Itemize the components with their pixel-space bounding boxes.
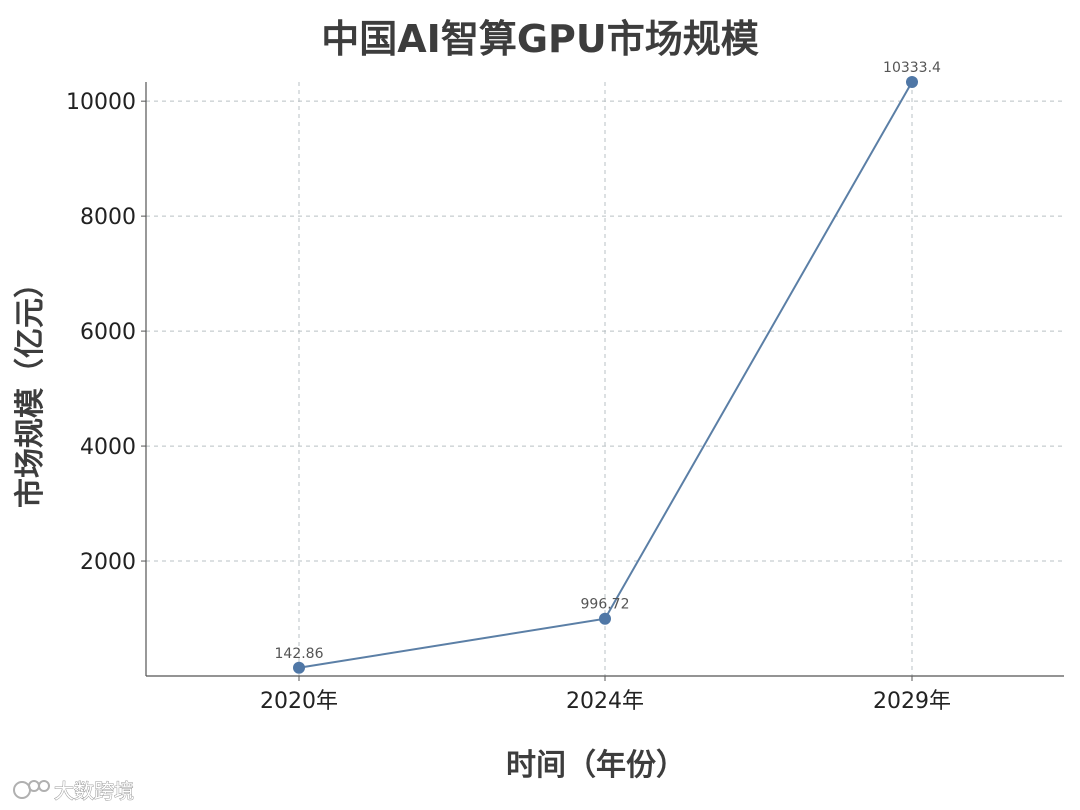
watermark-logo-icon — [13, 780, 50, 799]
data-point — [599, 612, 611, 625]
grid-layer — [146, 82, 1064, 676]
y-tick-label: 10000 — [66, 90, 136, 115]
y-axis-label: 市场规模（亿元） — [13, 268, 48, 508]
x-tick-label: 2029年 — [873, 689, 951, 714]
series-layer — [293, 76, 918, 674]
x-tick-label: 2024年 — [566, 689, 644, 714]
x-axis-label: 时间（年份） — [506, 748, 686, 783]
tick-layer: 2000 4000 6000 8000 10000 2020年 2024年 2029年 — [66, 90, 951, 714]
data-point — [293, 661, 305, 674]
x-tick-label: 2020年 — [260, 689, 338, 714]
y-tick-label: 8000 — [80, 205, 136, 230]
data-label-layer: 142.86 996.72 10333.4 — [275, 60, 942, 662]
watermark-text: 大数跨境 — [54, 779, 134, 803]
data-value-label: 10333.4 — [883, 60, 941, 76]
watermark: 大数跨境 — [13, 779, 135, 804]
data-value-label: 142.86 — [275, 646, 324, 662]
y-tick-label: 6000 — [80, 320, 136, 345]
chart-title: 中国AI智算GPU市场规模 — [321, 17, 758, 61]
y-tick-label: 4000 — [80, 435, 136, 460]
data-point — [906, 76, 918, 88]
y-tick-label: 2000 — [80, 550, 136, 575]
data-value-label: 996.72 — [581, 597, 630, 613]
